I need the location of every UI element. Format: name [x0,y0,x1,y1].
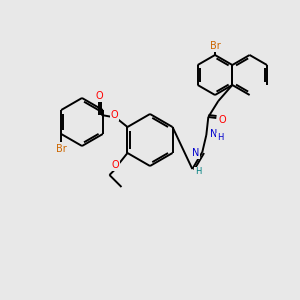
Text: H: H [217,134,224,142]
Text: O: O [96,91,103,101]
Text: Br: Br [210,41,220,51]
Text: N: N [210,129,217,139]
Text: O: O [218,115,226,125]
Text: O: O [111,110,118,120]
Text: Br: Br [56,144,67,154]
Text: H: H [195,167,202,176]
Text: O: O [112,160,119,170]
Text: N: N [192,148,199,158]
